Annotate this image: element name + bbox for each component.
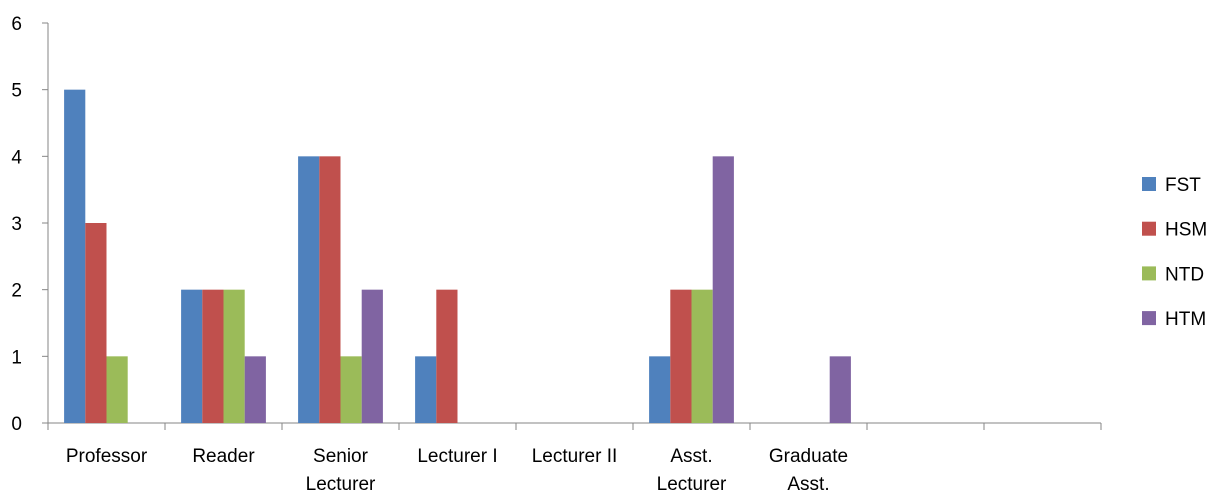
legend-label-hsm: HSM — [1165, 220, 1207, 241]
legend-swatch-hsm — [1142, 221, 1156, 236]
y-tick-label: 6 — [11, 14, 22, 35]
bar-htm — [244, 356, 266, 423]
bar-hsm — [670, 289, 692, 423]
bar-ntd — [340, 356, 362, 423]
y-tick-label: 5 — [11, 81, 22, 102]
y-tick-label: 1 — [11, 347, 22, 368]
x-tick-label: Professor — [66, 446, 148, 467]
legend-swatch-htm — [1142, 311, 1156, 326]
bar-fst — [181, 289, 203, 423]
bar-htm — [712, 156, 734, 424]
bar-hsm — [319, 156, 341, 424]
legend-label-ntd: NTD — [1165, 264, 1204, 285]
bar-ntd — [106, 356, 128, 423]
bar-fst — [649, 356, 671, 423]
x-tick-label: Lecturer — [657, 474, 727, 495]
x-tick-label: Senior — [313, 446, 369, 467]
bar-ntd — [223, 289, 245, 423]
bar-hsm — [202, 289, 224, 423]
bar-fst — [64, 89, 86, 424]
legend: FST HSM NTD HTM — [1142, 175, 1207, 330]
plot-area: 0 1 2 3 4 5 6 Professor Reader Senior Lecturer Lect… — [11, 14, 1102, 495]
x-tick-label: Lecturer — [306, 474, 376, 495]
x-tick-label: Lecturer I — [417, 446, 497, 467]
x-tick-label: Graduate — [769, 446, 848, 467]
legend-label-fst: FST — [1165, 175, 1201, 196]
x-tick-label: Asst. — [787, 474, 829, 495]
x-tick-label: Reader — [192, 446, 255, 467]
y-tick-label: 3 — [11, 214, 22, 235]
bar-ntd — [691, 289, 713, 423]
legend-label-htm: HTM — [1165, 309, 1206, 330]
y-tick-label: 0 — [11, 414, 22, 435]
legend-swatch-fst — [1142, 177, 1156, 191]
bar-htm — [361, 289, 383, 423]
bar-fst — [298, 156, 320, 424]
bar-htm — [829, 356, 851, 423]
bar-hsm — [85, 223, 107, 423]
legend-swatch-ntd — [1142, 266, 1156, 281]
x-tick-label: Asst. — [670, 446, 712, 467]
y-tick-label: 4 — [11, 147, 22, 168]
bar-fst — [415, 356, 437, 423]
y-tick-label: 2 — [11, 281, 22, 302]
bar-hsm — [436, 289, 458, 423]
x-tick-label: Lecturer II — [532, 446, 618, 467]
